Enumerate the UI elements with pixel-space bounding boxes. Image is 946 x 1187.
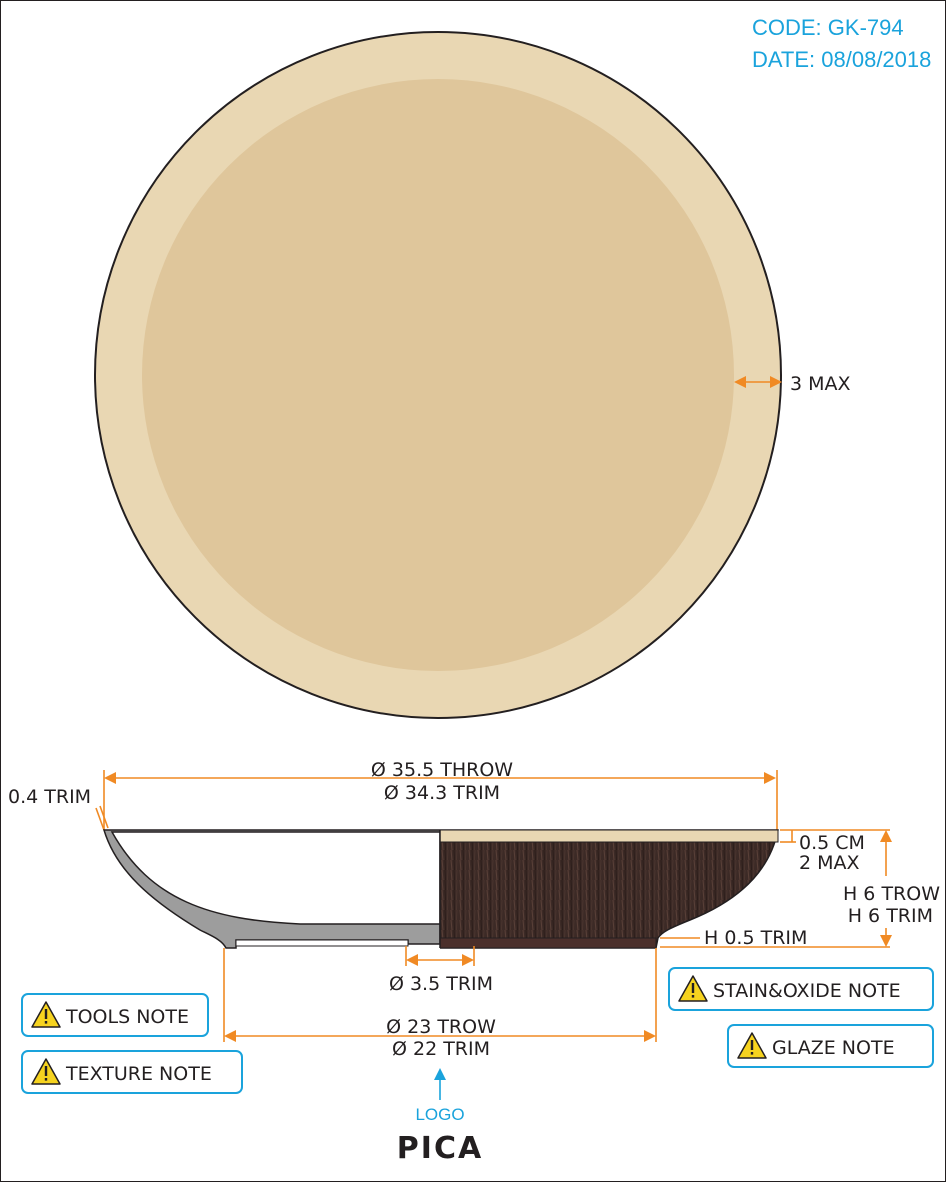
foot-trim-label: Ø 22 TRIM — [392, 1038, 490, 1060]
glaze-note-button[interactable]: GLAZE NOTE — [727, 1024, 934, 1068]
lip-band-dimension — [780, 829, 800, 843]
rim-width-dimension — [734, 376, 782, 388]
code-label: CODE: GK-794 — [752, 15, 904, 40]
logo-marker — [434, 1068, 446, 1100]
center-trim-dimension — [405, 946, 475, 966]
logo-caption: LOGO — [415, 1105, 464, 1124]
tools-note-button[interactable]: TOOLS NOTE — [21, 993, 209, 1037]
center-trim-label: Ø 3.5 TRIM — [389, 973, 493, 995]
height-trim-label: H 6 TRIM — [848, 905, 933, 927]
lip-band-max-label: 2 MAX — [799, 852, 860, 874]
side-view: Ø 35.5 THROW Ø 34.3 TRIM 0.4 TRIM 0.5 CM — [8, 759, 940, 1060]
stain-oxide-note-label: STAIN&OXIDE NOTE — [713, 980, 901, 1002]
lip-band-cm-label: 0.5 CM — [799, 832, 865, 854]
exterior-view-right — [440, 829, 779, 949]
warning-icon — [737, 1032, 767, 1059]
logo-name: PICA — [397, 1131, 483, 1166]
overall-diameter-dimension — [103, 770, 778, 830]
date-label: DATE: 08/08/2018 — [752, 47, 931, 72]
foot-throw-label: Ø 23 TROW — [386, 1016, 496, 1038]
diameter-trim-label: Ø 34.3 TRIM — [384, 782, 500, 804]
warning-icon — [31, 1058, 61, 1085]
stain-oxide-note-button[interactable]: STAIN&OXIDE NOTE — [668, 967, 934, 1011]
logo-arrow-icon — [434, 1068, 446, 1080]
rim-width-label: 3 MAX — [790, 373, 851, 395]
warning-icon — [31, 1001, 61, 1028]
plate-well — [142, 79, 734, 671]
warning-icon — [678, 975, 708, 1002]
diameter-throw-label: Ø 35.5 THROW — [371, 759, 513, 781]
foot-diameter-dimension — [223, 948, 657, 1042]
lip-trim-leader — [95, 805, 109, 831]
cross-section-left — [102, 829, 440, 949]
texture-note-label: TEXTURE NOTE — [65, 1063, 212, 1085]
height-dimension — [660, 829, 892, 948]
texture-note-button[interactable]: TEXTURE NOTE — [21, 1050, 243, 1094]
top-view: 3 MAX — [94, 31, 851, 719]
lip-trim-label: 0.4 TRIM — [8, 786, 91, 808]
foot-height-label: H 0.5 TRIM — [704, 927, 807, 949]
glaze-note-label: GLAZE NOTE — [772, 1037, 895, 1059]
tools-note-label: TOOLS NOTE — [65, 1006, 189, 1028]
height-throw-label: H 6 TROW — [843, 883, 940, 905]
